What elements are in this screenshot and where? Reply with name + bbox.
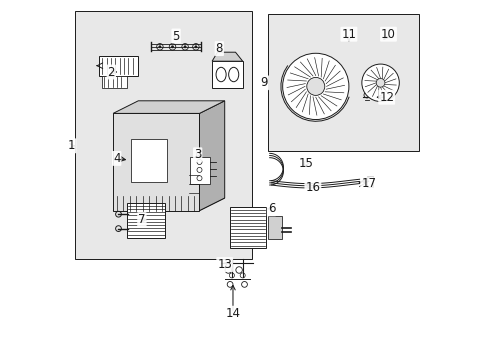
Polygon shape — [75, 11, 251, 259]
Text: 3: 3 — [194, 148, 201, 161]
Text: 2: 2 — [107, 66, 115, 78]
Polygon shape — [212, 52, 242, 61]
Polygon shape — [113, 101, 224, 113]
Polygon shape — [113, 198, 224, 211]
Bar — [99, 56, 138, 76]
Text: 16: 16 — [305, 181, 320, 194]
Bar — [131, 139, 167, 182]
Bar — [230, 207, 265, 248]
Circle shape — [183, 45, 186, 48]
Bar — [212, 61, 242, 88]
Text: 8: 8 — [215, 42, 223, 55]
Bar — [190, 157, 210, 184]
Bar — [366, 176, 373, 187]
Text: 13: 13 — [217, 258, 232, 271]
Polygon shape — [199, 101, 224, 211]
Bar — [127, 203, 165, 238]
Text: 5: 5 — [172, 30, 180, 42]
Circle shape — [361, 64, 399, 102]
Text: 1: 1 — [68, 139, 75, 152]
Polygon shape — [267, 14, 418, 151]
Text: 7: 7 — [138, 213, 145, 226]
Text: 12: 12 — [378, 91, 393, 104]
Circle shape — [306, 77, 324, 95]
Circle shape — [158, 45, 161, 48]
Text: 11: 11 — [341, 28, 356, 41]
Bar — [267, 216, 282, 239]
Text: 17: 17 — [361, 177, 375, 190]
Text: 10: 10 — [380, 28, 395, 41]
Circle shape — [171, 45, 174, 48]
Polygon shape — [113, 113, 199, 211]
Circle shape — [282, 53, 348, 120]
Text: 15: 15 — [298, 157, 312, 170]
Text: 14: 14 — [225, 307, 240, 320]
Text: 9: 9 — [260, 76, 267, 89]
Bar — [102, 76, 127, 88]
Text: 4: 4 — [113, 152, 120, 165]
Circle shape — [375, 78, 384, 87]
Text: 6: 6 — [267, 202, 275, 215]
Circle shape — [194, 45, 197, 48]
